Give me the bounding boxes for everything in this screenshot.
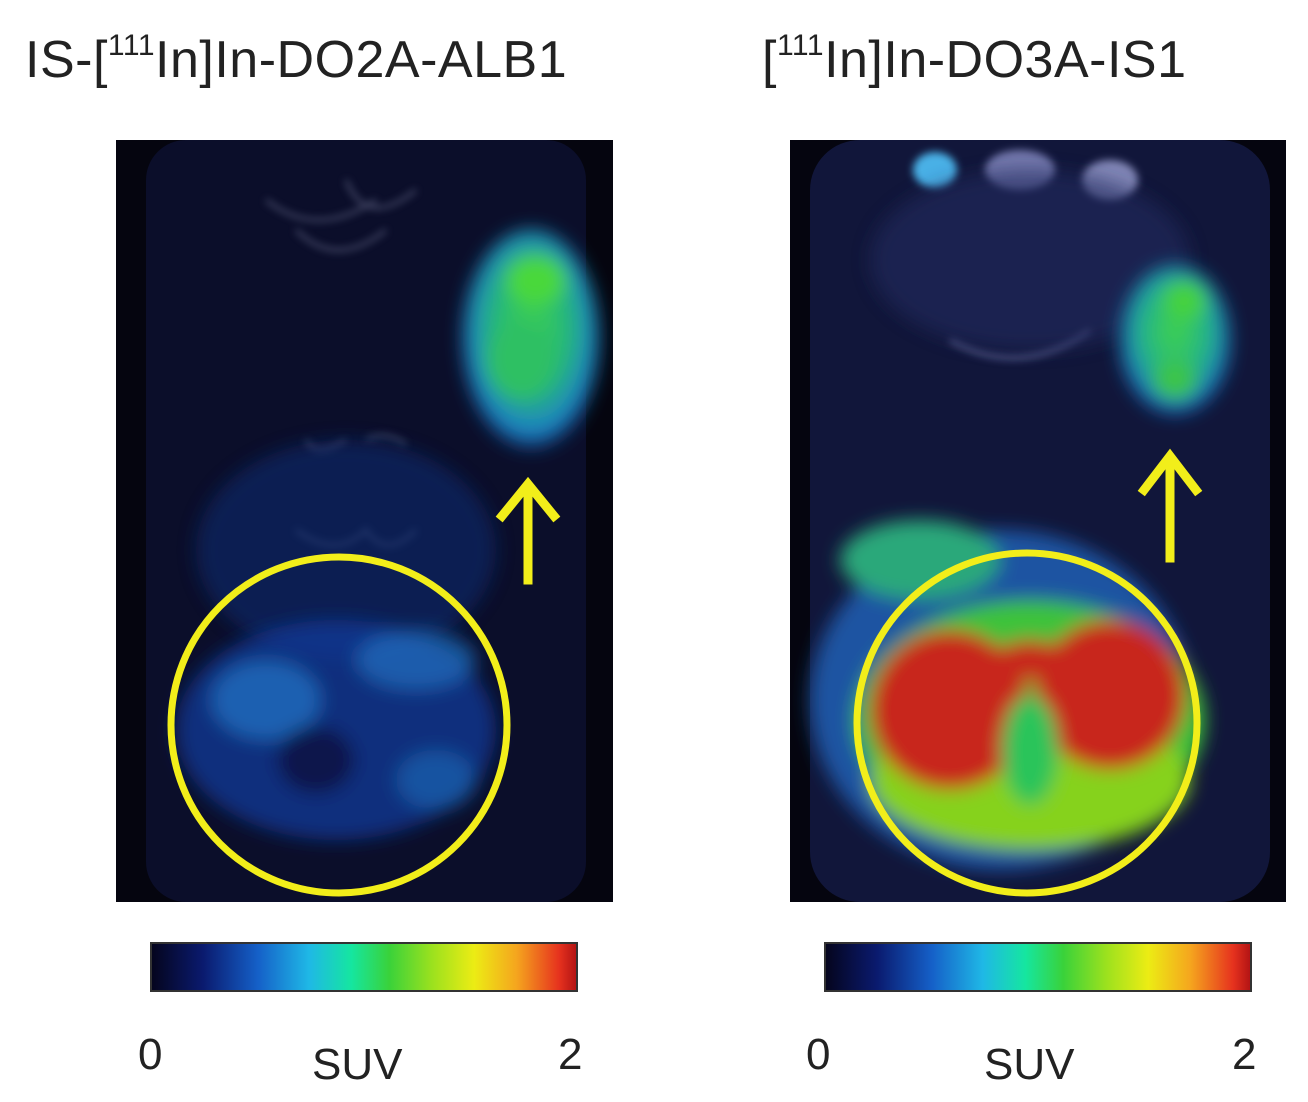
tumor-arrow [495,476,561,585]
abdomen-uptake [196,440,496,660]
colorbar-unit-label: SUV [312,1040,403,1089]
panel-right: [111In]In-DO3A-IS1 [654,0,1308,1102]
tumor-uptake [463,230,599,450]
panel-title: IS-[111In]In-DO2A-ALB1 [25,29,568,90]
kidney-annotation-circle [167,553,511,897]
tumor-arrow [1137,448,1203,563]
kidney-uptake [810,520,1205,870]
panel-left: IS-[111In]In-DO2A-ALB1 [25,29,613,1089]
chest-uptake [870,170,1190,350]
scan-svg [810,140,1270,902]
spect-ct-image [116,140,613,902]
suv-colorbar [150,942,578,992]
colorbar-max-label: 2 [1232,1030,1257,1079]
spect-ct-image [790,140,1286,902]
scan-svg [146,140,599,902]
kidney-annotation-circle [853,549,1201,897]
kidney-uptake [176,620,496,840]
colorbar-unit-label: SUV [984,1040,1075,1089]
colorbar-min-label: 0 [806,1030,831,1079]
colorbar-max-label: 2 [558,1030,583,1079]
suv-colorbar [824,942,1252,992]
panel-title: [111In]In-DO3A-IS1 [762,29,1187,90]
colorbar-min-label: 0 [138,1030,163,1079]
tumor-uptake [1120,265,1230,415]
